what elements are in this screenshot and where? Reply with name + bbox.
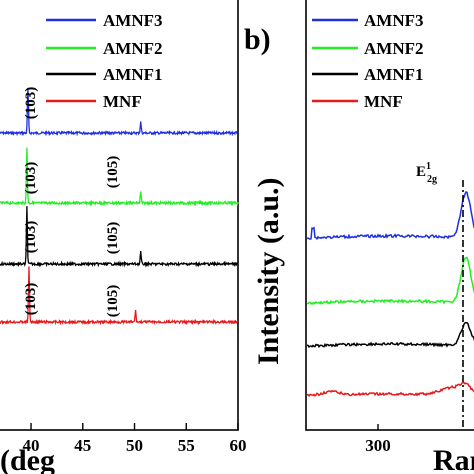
panel-b-legend-label: MNF — [364, 92, 403, 111]
panel-a-series — [0, 87, 239, 326]
panel-a-legend-label: MNF — [103, 92, 142, 111]
panel-a-legend-label: AMNF3 — [103, 11, 162, 30]
panel-b-x-tick-label-300: 300 — [365, 436, 391, 455]
panel-b-legend-label: AMNF1 — [364, 65, 423, 84]
panel-a-annotation-6: (105) — [105, 285, 121, 318]
panel-b-legend-label: AMNF3 — [364, 11, 423, 30]
panel-b: b) Intensity (a.u.) E1 2g AMNF3 AMNF2 AMNF1… — [244, 0, 474, 474]
panel-a-x-axis-label: (deg — [0, 444, 55, 474]
panel-b-label: b) — [244, 23, 271, 56]
panel-b-x-axis-label: Ram — [433, 444, 474, 474]
panel-b-legend: AMNF3 AMNF2 AMNF1 MNF — [312, 11, 423, 111]
panel-a-series-amnf1 — [0, 206, 239, 268]
panel-a-x-tick-label-45: 45 — [74, 436, 91, 455]
panel-a: 40 45 50 55 60 (103)(103) (105)(103) (105)(103… — [0, 0, 247, 474]
panel-b-frame — [305, 0, 474, 431]
panel-b-legend-label: AMNF2 — [364, 39, 423, 58]
raman-peak-label: E1 2g — [416, 161, 437, 185]
panel-b-series-amnf3 — [306, 190, 474, 241]
panel-a-legend-item-amnf2: AMNF2 — [46, 39, 162, 58]
panel-a-annotations: (103) (103) (105) (103) (105) (103) (105) — [23, 87, 121, 318]
panel-a-series-amnf2 — [0, 147, 239, 207]
panel-a-legend-label: AMNF1 — [103, 65, 162, 84]
panel-a-legend-label: AMNF2 — [103, 39, 162, 58]
panel-a-annotation-5: (103) — [23, 283, 39, 316]
panel-b-legend-item-amnf1: AMNF1 — [312, 65, 423, 84]
panel-a-legend: AMNF3 AMNF2 AMNF1 MNF — [46, 11, 162, 111]
panel-b-series-amnf1 — [306, 321, 474, 349]
panel-a-annotation-1: (103) — [23, 162, 39, 195]
panel-a-annotation-0: (103) — [23, 87, 39, 120]
panel-a-legend-item-mnf: MNF — [46, 92, 142, 111]
panel-a-x-tick-label-60: 60 — [230, 436, 247, 455]
panel-a-frame — [0, 0, 239, 431]
panel-b-legend-item-mnf: MNF — [312, 92, 403, 111]
raman-peak-label-main: E — [416, 164, 426, 180]
panel-a-annotation-3: (103) — [23, 221, 39, 254]
panel-b-series-mnf — [306, 381, 474, 397]
panel-a-annotation-4: (105) — [105, 222, 121, 255]
panel-a-legend-item-amnf3: AMNF3 — [46, 11, 162, 30]
raman-peak-label-sub: 2g — [427, 174, 437, 185]
panel-b-series-amnf2 — [306, 256, 474, 306]
panel-b-legend-item-amnf3: AMNF3 — [312, 11, 423, 30]
panel-a-x-ticks: 40 45 50 55 60 — [23, 423, 247, 455]
panel-a-series-mnf — [0, 266, 239, 326]
panel-a-x-tick-label-55: 55 — [178, 436, 195, 455]
raman-peak-label-sup: 1 — [426, 161, 431, 172]
panel-a-x-tick-label-50: 50 — [126, 436, 143, 455]
panel-b-legend-item-amnf2: AMNF2 — [312, 39, 423, 58]
panel-a-x-tick-label-40: 40 — [23, 436, 40, 455]
panel-b-series — [306, 190, 474, 397]
panel-a-annotation-2: (105) — [105, 156, 121, 189]
panel-a-legend-item-amnf1: AMNF1 — [46, 65, 162, 84]
panel-a-series-amnf3 — [0, 87, 239, 137]
panel-b-y-axis-label: Intensity (a.u.) — [252, 177, 285, 365]
